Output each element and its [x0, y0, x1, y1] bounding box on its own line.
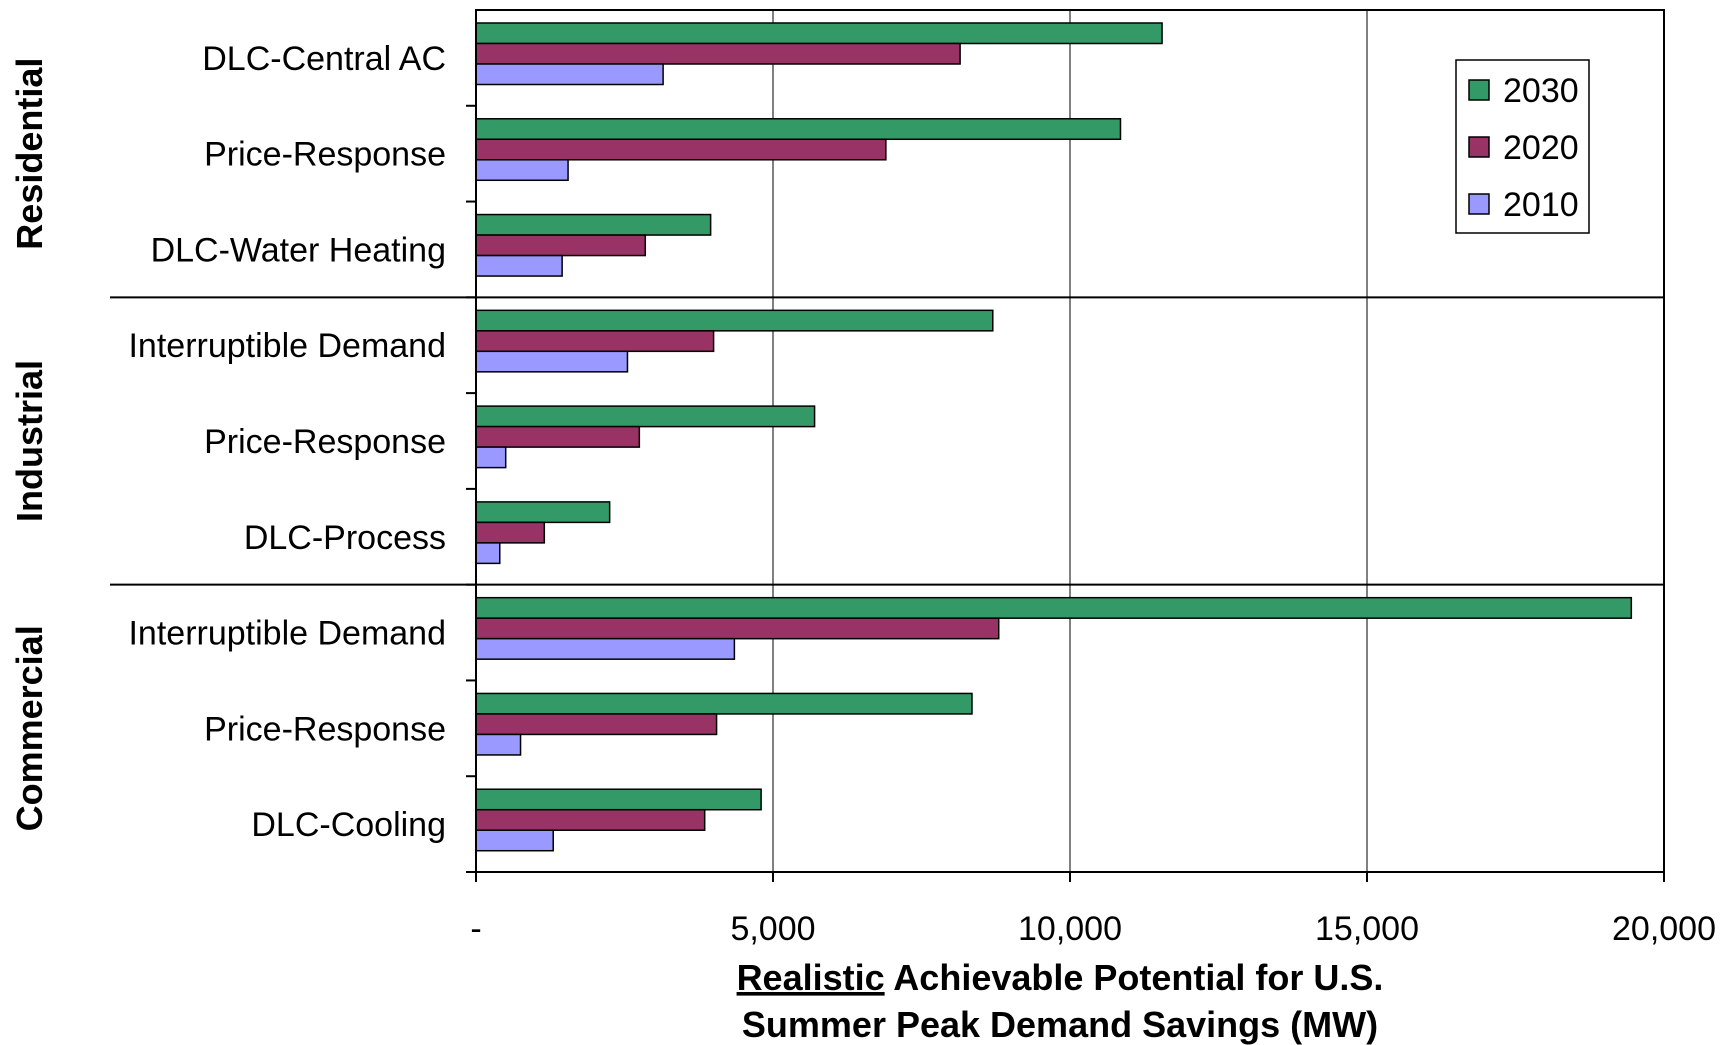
bar-2010: [475, 829, 554, 852]
legend-label-2030: 2030: [1503, 72, 1579, 110]
bar-2030: [475, 692, 973, 715]
bar-2010: [475, 733, 522, 756]
legend-swatch-2020: [1468, 136, 1490, 158]
bar-2030: [475, 596, 1633, 619]
category-label: Price-Response: [204, 423, 446, 461]
bar-2030: [475, 118, 1122, 141]
x-axis-label-line2: Summer Peak Demand Savings (MW): [742, 1004, 1378, 1045]
bar-2010: [475, 637, 736, 660]
category-label: DLC-Cooling: [251, 806, 446, 844]
bar-2030: [475, 213, 712, 236]
bar-2010: [475, 159, 569, 182]
category-label: DLC-Water Heating: [151, 231, 446, 269]
bar-2020: [475, 330, 715, 353]
category-label: Interruptible Demand: [128, 615, 446, 653]
x-tick-label: 5,000: [730, 910, 815, 948]
bar-2030: [475, 309, 994, 332]
group-label: Industrial: [9, 360, 50, 522]
legend: 2030 2020 2010: [1455, 59, 1590, 234]
bar-2020: [475, 138, 887, 161]
category-label: DLC-Central AC: [202, 40, 446, 78]
x-tick-label: 20,000: [1612, 910, 1716, 948]
bar-2020: [475, 425, 641, 448]
legend-label-2010: 2010: [1503, 186, 1579, 224]
bar-2030: [475, 22, 1163, 45]
bar-2020: [475, 42, 961, 65]
bar-2020: [475, 234, 647, 257]
bar-2020: [475, 713, 718, 736]
category-label: Interruptible Demand: [128, 327, 446, 365]
x-tick-label: -: [470, 910, 481, 948]
x-axis-label-underlined: Realistic: [737, 957, 885, 998]
x-axis-label-rest: Achievable Potential for U.S.: [885, 957, 1384, 998]
bar-2010: [475, 542, 501, 565]
category-label: Price-Response: [204, 710, 446, 748]
legend-label-2020: 2020: [1503, 129, 1579, 167]
axes: - 5,000 10,000 15,000 20,000: [110, 104, 1716, 948]
group-label: Residential: [9, 58, 50, 250]
bar-2010: [475, 254, 563, 277]
bar-2020: [475, 521, 546, 544]
group-label: Commercial: [9, 625, 50, 831]
category-labels: DLC-Central AC Price-Response DLC-Water He…: [9, 40, 446, 844]
bar-2010: [475, 63, 664, 86]
bar-2010: [475, 446, 507, 469]
category-label: DLC-Process: [244, 519, 446, 557]
bar-2010: [475, 350, 629, 373]
category-label: Price-Response: [204, 136, 446, 174]
bar-2020: [475, 617, 1000, 640]
x-tick-label: 15,000: [1315, 910, 1419, 948]
x-tick-label: 10,000: [1018, 910, 1122, 948]
bar-2020: [475, 808, 706, 831]
legend-swatch-2030: [1468, 79, 1490, 101]
legend-swatch-2010: [1468, 193, 1490, 215]
bar-2030: [475, 788, 762, 811]
x-axis-label-line1: Realistic Achievable Potential for U.S.: [737, 957, 1384, 998]
bar-2030: [475, 501, 611, 524]
bar-2030: [475, 405, 816, 428]
